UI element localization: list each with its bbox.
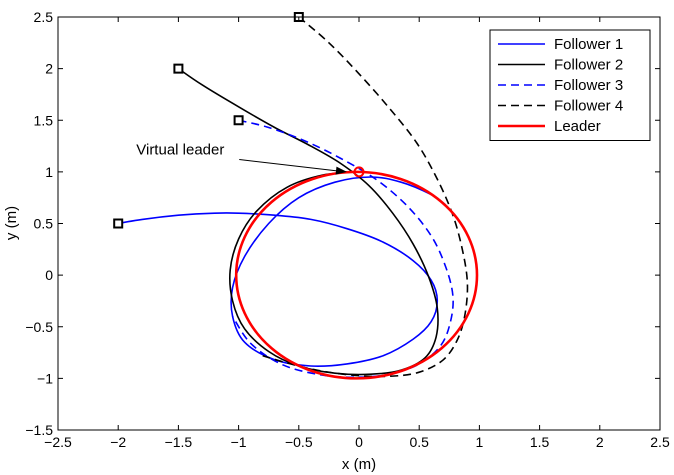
legend-label-follower-2: Follower 2 bbox=[554, 57, 623, 74]
y-tick-label: 2 bbox=[45, 61, 53, 77]
series-follower-2-start-marker bbox=[173, 63, 184, 74]
x-tick-label: −1 bbox=[231, 434, 247, 450]
legend-label-follower-1: Follower 1 bbox=[554, 36, 623, 53]
series-follower-1-line bbox=[118, 176, 447, 368]
legend-label-leader: Leader bbox=[554, 118, 601, 135]
legend: Follower 1 Follower 2 Follower 3 Follower 4… bbox=[489, 29, 651, 141]
x-tick-label: −2 bbox=[110, 434, 126, 450]
legend-label-follower-3: Follower 3 bbox=[554, 77, 623, 94]
series-follower-3-start-marker bbox=[233, 115, 244, 126]
y-tick-label: 1 bbox=[45, 164, 53, 180]
tick-layer: −2.5 −2 −1.5 −1 −0.5 0 0.5 1 1.5 2 2.5 −1.5 −1 −0.5 0 0… bbox=[25, 9, 670, 450]
legend-label-follower-4: Follower 4 bbox=[554, 98, 623, 115]
x-tick-label: 0.5 bbox=[409, 434, 429, 450]
x-tick-label: 1 bbox=[476, 434, 484, 450]
series-follower-4-line bbox=[262, 17, 469, 378]
x-tick-label: 0 bbox=[355, 434, 363, 450]
series-follower-3-line bbox=[231, 119, 454, 379]
virtual-leader-marker bbox=[353, 166, 365, 178]
annotation-arrow-line bbox=[239, 159, 338, 172]
y-tick-label: 0.5 bbox=[34, 216, 54, 232]
annotation-arrow-head bbox=[335, 166, 347, 175]
series-layer bbox=[118, 17, 479, 380]
series-leader-line bbox=[234, 170, 479, 380]
y-tick-label: −1.5 bbox=[25, 422, 53, 438]
y-tick-label: 2.5 bbox=[34, 9, 54, 25]
x-tick-label: −0.5 bbox=[285, 434, 313, 450]
y-tick-label: 1.5 bbox=[34, 112, 54, 128]
x-tick-label: 1.5 bbox=[530, 434, 550, 450]
x-tick-label: 2 bbox=[596, 434, 604, 450]
x-axis-label: x (m) bbox=[342, 456, 376, 473]
annotation-layer: Virtual leader bbox=[136, 142, 347, 175]
x-tick-label: −1.5 bbox=[165, 434, 193, 450]
x-tick-label: 2.5 bbox=[650, 434, 670, 450]
y-axis-label: y (m) bbox=[3, 206, 20, 240]
series-follower-1-start-marker bbox=[113, 218, 124, 229]
y-tick-label: 0 bbox=[45, 267, 53, 283]
y-tick-label: −0.5 bbox=[25, 319, 53, 335]
x-tick-label: −2.5 bbox=[44, 434, 72, 450]
annotation-label: Virtual leader bbox=[136, 142, 224, 159]
y-tick-label: −1 bbox=[37, 370, 53, 386]
